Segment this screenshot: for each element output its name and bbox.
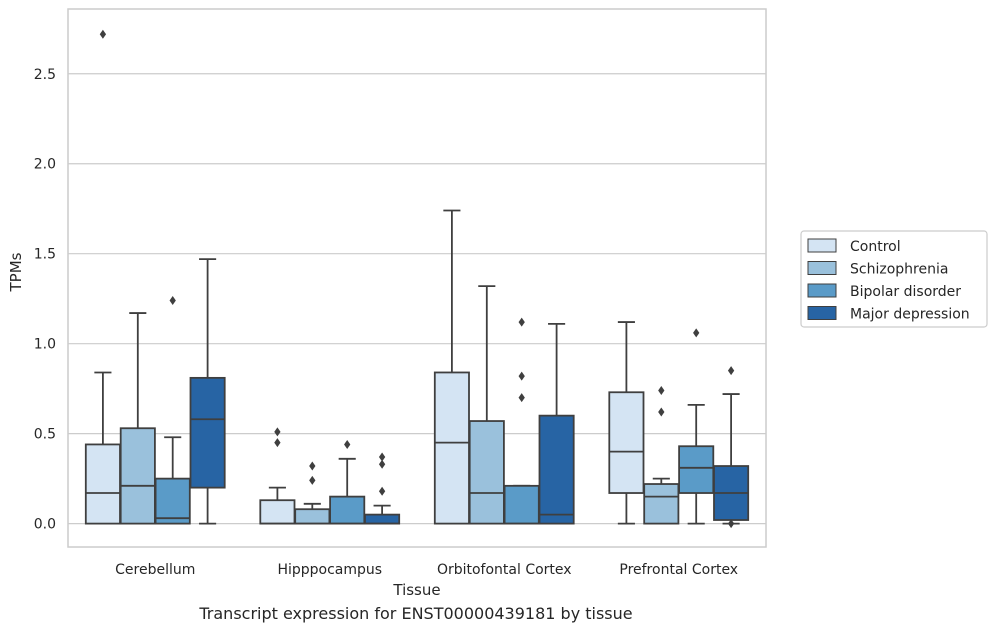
outlier-point [518, 371, 525, 381]
outlier-point [727, 519, 735, 529]
legend-label: Major depression [850, 307, 970, 323]
outlier-point [518, 393, 525, 403]
outlier-point [693, 328, 700, 338]
y-tick-label: 2.0 [34, 157, 56, 173]
figure-caption: Transcript expression for ENST0000043918… [199, 604, 633, 623]
outlier-point [658, 385, 665, 395]
plot-frame [67, 8, 767, 548]
legend-frame [800, 230, 988, 328]
box-1 [643, 483, 680, 525]
box-2 [154, 477, 191, 525]
y-tick-label: 1.0 [34, 337, 56, 353]
outlier-point [518, 317, 525, 327]
outlier-point [378, 486, 386, 496]
box-0 [608, 391, 645, 494]
y-tick-label: 2.5 [34, 67, 56, 83]
outlier-point [274, 427, 281, 437]
outlier-point [344, 439, 351, 449]
outlier-point [378, 452, 386, 462]
box-3 [538, 414, 575, 525]
x-tick-label: Hipppocampus [277, 562, 382, 578]
x-tick-label: Cerebellum [115, 562, 195, 578]
outlier-point [309, 475, 316, 485]
y-tick-label: 1.5 [34, 247, 56, 263]
legend-swatch [807, 238, 837, 253]
outlier-point [727, 366, 735, 376]
legend-swatch [807, 306, 837, 320]
legend-label: Schizophrenia [850, 262, 948, 278]
box-3 [189, 376, 226, 489]
box-2 [329, 495, 366, 525]
box-0 [259, 499, 296, 525]
x-tick-label: Prefrontal Cortex [619, 562, 738, 578]
box-1 [294, 508, 331, 525]
box-2 [503, 484, 540, 525]
legend-swatch [807, 261, 837, 275]
outlier-point [99, 29, 107, 39]
outlier-point [274, 438, 281, 448]
y-axis-label: TPMs [7, 252, 25, 292]
legend-swatch [807, 283, 837, 298]
outlier-point [169, 295, 176, 305]
box-1 [468, 420, 505, 525]
box-2 [678, 445, 715, 494]
box-3 [364, 513, 401, 525]
x-tick-label: Orbitofontal Cortex [437, 562, 572, 578]
x-axis-label: Tissue [392, 581, 440, 599]
y-tick-label: 0.5 [34, 427, 56, 443]
box-1 [119, 427, 156, 525]
y-tick-label: 0.0 [34, 517, 56, 533]
outlier-point [658, 407, 665, 417]
plot-area [68, 9, 766, 547]
legend-label: Control [850, 239, 901, 255]
outlier-point [309, 461, 316, 471]
box-0 [84, 443, 121, 525]
box-0 [433, 371, 470, 525]
legend-label: Bipolar disorder [850, 284, 961, 300]
outlier-point [378, 459, 386, 469]
